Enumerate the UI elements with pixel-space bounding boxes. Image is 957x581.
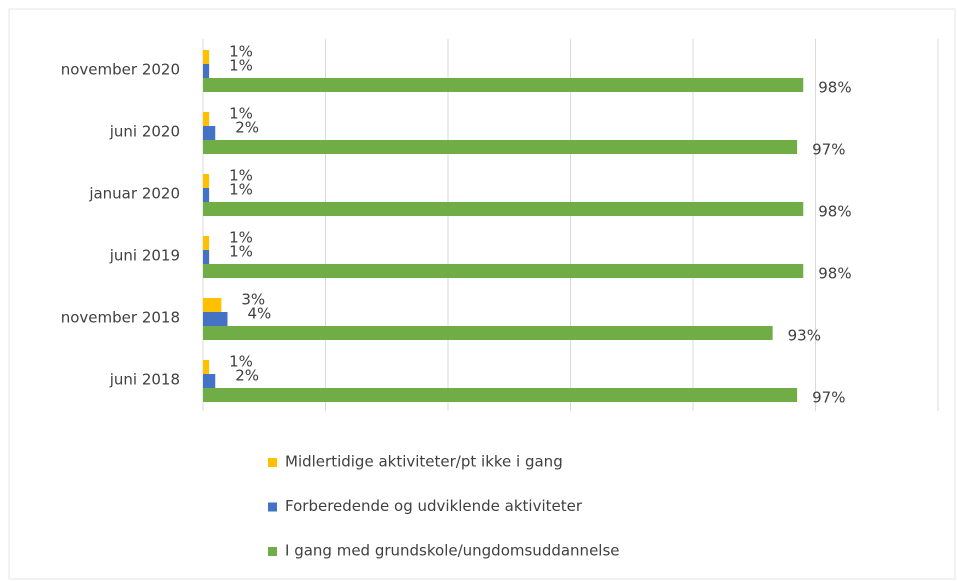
y-tick-label: juni 2019 [109, 247, 180, 265]
bar [203, 374, 216, 388]
data-label: 98% [818, 203, 851, 221]
data-label: 4% [248, 305, 272, 323]
legend-swatch [268, 547, 277, 556]
bar [203, 174, 210, 188]
data-label: 1% [229, 181, 253, 199]
bar [203, 298, 222, 312]
bar [203, 202, 804, 216]
bar [203, 112, 210, 126]
data-label: 2% [235, 367, 259, 385]
data-label: 98% [818, 265, 851, 283]
bar [203, 140, 798, 154]
bar [203, 126, 216, 140]
legend-label: Forberedende og udviklende aktiviteter [285, 497, 583, 515]
bar [203, 250, 210, 264]
bar [203, 236, 210, 250]
bar [203, 326, 773, 340]
bar [203, 64, 210, 78]
y-tick-label: november 2020 [61, 61, 180, 79]
bar [203, 188, 210, 202]
legend-swatch [268, 502, 277, 512]
data-label: 97% [812, 141, 845, 159]
data-label: 1% [229, 57, 253, 75]
legend-swatch [268, 458, 277, 467]
legend-label: Midlertidige aktiviteter/pt ikke i gang [285, 453, 563, 471]
y-tick-label: juni 2018 [109, 371, 180, 389]
bar [203, 360, 210, 374]
data-label: 1% [229, 353, 253, 371]
data-label: 1% [229, 243, 253, 261]
data-label: 3% [241, 291, 265, 309]
y-tick-label: januar 2020 [88, 185, 180, 203]
data-label: 1% [229, 105, 253, 123]
data-label: 97% [812, 389, 845, 407]
legend-label: I gang med grundskole/ungdomsuddannelse [285, 542, 620, 560]
bar [203, 50, 210, 64]
y-tick-label: juni 2020 [109, 123, 180, 141]
data-label: 1% [229, 43, 253, 61]
bar [203, 388, 798, 402]
data-label: 93% [788, 327, 821, 345]
data-label: 2% [235, 119, 259, 137]
bar [203, 264, 804, 278]
bar [203, 78, 804, 92]
bar [203, 312, 228, 326]
chart-frame [8, 8, 956, 580]
y-tick-label: november 2018 [61, 309, 180, 327]
data-label: 1% [229, 229, 253, 247]
data-label: 98% [818, 79, 851, 97]
data-label: 1% [229, 167, 253, 185]
